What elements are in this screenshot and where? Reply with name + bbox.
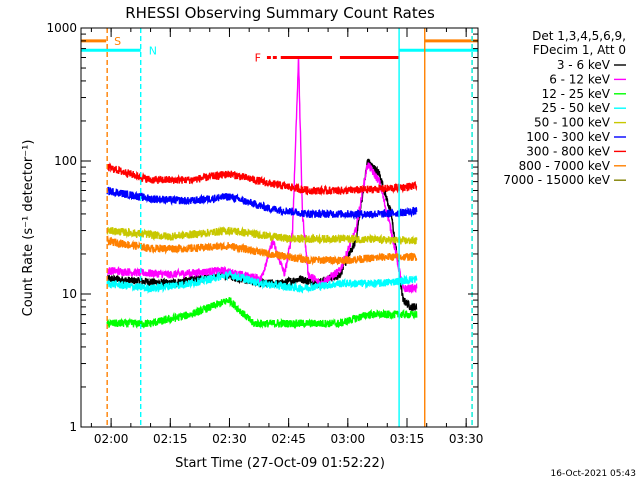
flag-label-S: S <box>114 35 121 48</box>
x-tick-label: 03:15 <box>390 432 425 446</box>
legend-entry-label: 12 - 25 keV <box>542 87 611 101</box>
y-tick-label: 100 <box>54 154 77 168</box>
chart-title: RHESSI Observing Summary Count Rates <box>125 4 435 22</box>
legend-entry-label: 6 - 12 keV <box>549 72 611 86</box>
legend-entry-label: 7000 - 15000 keV <box>503 173 610 187</box>
legend-entry-label: 25 - 50 keV <box>542 101 611 115</box>
x-tick-label: 02:30 <box>212 432 247 446</box>
x-tick-label: 02:15 <box>153 432 188 446</box>
legend-entry-label: 3 - 6 keV <box>557 58 611 72</box>
series-line-3 <box>106 270 418 294</box>
plot-area: S N F <box>81 28 478 427</box>
x-axis-label: Start Time (27-Oct-09 01:52:22) <box>175 456 385 471</box>
legend-entry-label: 100 - 300 keV <box>526 130 610 144</box>
series-line-7 <box>106 235 418 266</box>
series-line-1 <box>106 57 418 294</box>
legend: Det 1,3,4,5,6,9,FDecim 1, Att 03 - 6 keV… <box>503 29 626 187</box>
x-tick-label: 02:00 <box>94 432 129 446</box>
y-tick-label: 10 <box>62 287 77 301</box>
x-tick-label: 03:00 <box>331 432 366 446</box>
series-line-2 <box>106 297 418 330</box>
series-line-6 <box>106 162 418 197</box>
x-tick-label: 02:45 <box>271 432 306 446</box>
legend-entry-label: 800 - 7000 keV <box>519 159 611 173</box>
legend-header-line: FDecim 1, Att 0 <box>533 43 626 57</box>
flag-label-N: N <box>149 44 157 57</box>
legend-header-line: Det 1,3,4,5,6,9, <box>532 29 626 43</box>
legend-entry-label: 50 - 100 keV <box>534 116 611 130</box>
plot-frame <box>80 27 479 428</box>
y-axis-label: Count Rate (s⁻¹ detector⁻¹) <box>21 140 36 317</box>
footer-timestamp: 16-Oct-2021 05:43 <box>551 469 636 479</box>
legend-entry-label: 300 - 800 keV <box>526 144 610 158</box>
y-tick-label: 1 <box>69 420 77 434</box>
y-tick-label: 1000 <box>46 21 77 35</box>
flag-label-F: F <box>255 52 261 65</box>
axes: 1 10 100 1000 02:00 02:15 02:30 02:45 03:00 03:15… <box>46 21 483 446</box>
series-line-4 <box>106 226 418 246</box>
series-line-5 <box>106 186 418 221</box>
x-tick-label: 03:30 <box>449 432 484 446</box>
